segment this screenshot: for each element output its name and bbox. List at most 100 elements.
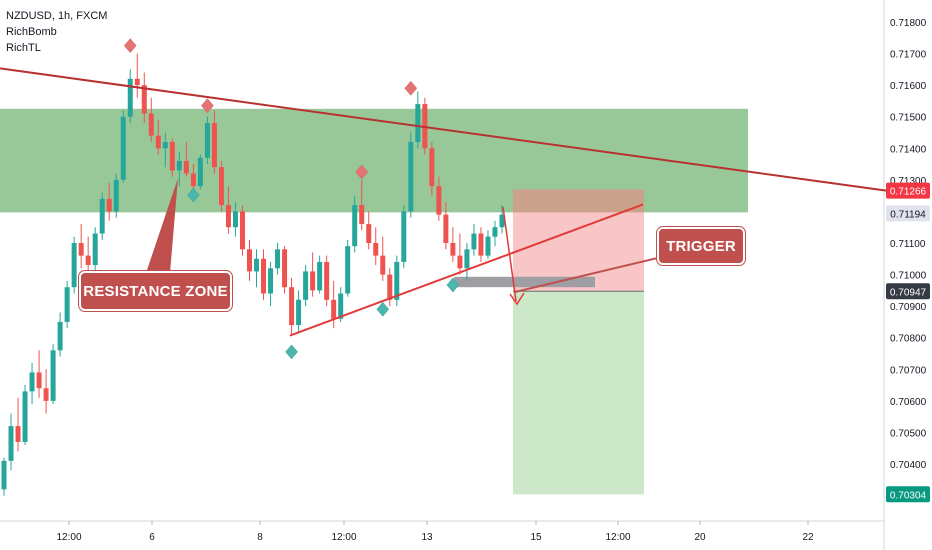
x-tick-label: 13 — [421, 532, 433, 543]
candle-body — [394, 261, 400, 300]
ascending-support-line — [289, 203, 644, 337]
candle-body — [127, 78, 133, 117]
candle-body — [64, 287, 70, 322]
candle-body — [85, 255, 91, 266]
candle-body — [471, 233, 477, 250]
candle-body — [113, 179, 119, 212]
candle-body — [464, 249, 470, 269]
descending-trendline — [0, 67, 889, 192]
x-tick-label: 22 — [802, 532, 814, 543]
signal-marker-buy — [446, 277, 460, 293]
candle-body — [190, 173, 196, 187]
candle-body — [15, 426, 21, 442]
candle-body — [387, 274, 393, 300]
x-tick-label: 12:00 — [605, 532, 630, 543]
x-tick-label: 20 — [694, 532, 706, 543]
candle-body — [275, 249, 281, 269]
indicator-richbomb[interactable]: RichBomb — [6, 26, 57, 38]
candle-body — [254, 258, 260, 272]
take-profit-box — [513, 291, 644, 495]
candle-body — [106, 198, 112, 212]
candle-body — [232, 211, 238, 228]
candle-body — [29, 372, 35, 392]
candle-body — [134, 78, 140, 86]
candle-body — [331, 299, 337, 319]
candle-body — [197, 157, 203, 187]
symbol-title[interactable]: NZDUSD, 1h, FXCM — [6, 10, 108, 22]
price-tag-label: 0.71194 — [890, 209, 926, 220]
signal-marker-buy — [285, 344, 298, 360]
x-tick-label: 12:00 — [331, 532, 356, 543]
candle-body — [289, 287, 295, 326]
candle-body — [183, 160, 189, 174]
candle-body — [176, 160, 182, 171]
candle-body — [225, 205, 231, 228]
candle-body — [71, 243, 77, 288]
candle-body — [218, 167, 224, 206]
candle-body — [1, 460, 7, 490]
candle-body — [492, 227, 498, 237]
candle-body — [373, 243, 379, 256]
y-tick-label: 0.70400 — [890, 460, 927, 471]
y-tick-label: 0.71500 — [890, 113, 927, 124]
candle-body — [457, 255, 463, 269]
candle-body — [380, 255, 386, 275]
y-tick-label: 0.71800 — [890, 18, 927, 29]
price-tag-bg — [886, 283, 930, 300]
candle-body — [155, 135, 161, 149]
candle-body — [36, 372, 42, 389]
signal-marker-sell — [355, 164, 369, 180]
y-tick-label: 0.71000 — [890, 271, 927, 282]
signal-marker-sell — [404, 80, 418, 96]
trigger-label: TRIGGER — [657, 227, 745, 265]
price-arrow-head — [509, 292, 525, 306]
price-tag-bg — [886, 486, 930, 503]
y-tick-label: 0.70900 — [890, 302, 927, 313]
y-tick-label: 0.70700 — [890, 365, 927, 376]
candle-body — [345, 246, 351, 294]
price-tag-label: 0.70947 — [890, 287, 927, 298]
candle-body — [92, 233, 98, 266]
candle-body — [408, 141, 414, 212]
y-tick-label: 0.70600 — [890, 397, 927, 408]
candle-body — [296, 299, 302, 326]
price-tag-label: 0.70304 — [890, 490, 927, 501]
candle-body — [478, 233, 484, 256]
x-tick-label: 15 — [530, 532, 542, 543]
indicator-richtl[interactable]: RichTL — [6, 42, 41, 54]
x-tick-label: 8 — [257, 532, 263, 543]
candle-body — [352, 205, 358, 247]
trigger-pointer — [514, 255, 667, 293]
candle-body — [268, 268, 274, 294]
candle-body — [450, 243, 456, 256]
candle-body — [415, 104, 421, 142]
candle-body — [499, 214, 505, 228]
price-tag-bg — [886, 182, 930, 199]
candle-body — [317, 261, 323, 291]
candle-body — [22, 391, 28, 442]
candle-body — [429, 148, 435, 187]
signal-marker-buy — [187, 187, 200, 203]
candle-body — [359, 205, 365, 225]
y-tick-label: 0.70800 — [890, 334, 927, 345]
y-tick-label: 0.71100 — [890, 239, 926, 250]
candle-body — [261, 258, 267, 294]
y-tick-label: 0.71600 — [890, 81, 927, 92]
price-tag-bg — [886, 205, 930, 222]
resistance-pointer — [146, 178, 178, 273]
y-tick-label: 0.71300 — [890, 176, 927, 187]
candle-body — [50, 350, 56, 401]
signal-marker-sell — [201, 98, 214, 114]
y-tick-label: 0.71400 — [890, 144, 927, 155]
signal-marker-sell — [123, 38, 137, 54]
signal-marker-buy — [376, 301, 390, 317]
candle-body — [443, 214, 449, 243]
candle-body — [169, 141, 175, 171]
candle-body — [239, 211, 245, 250]
candle-body — [401, 211, 407, 262]
candle-body — [78, 243, 84, 256]
y-tick-label: 0.71700 — [890, 50, 927, 61]
price-tag-label: 0.71266 — [890, 187, 927, 198]
